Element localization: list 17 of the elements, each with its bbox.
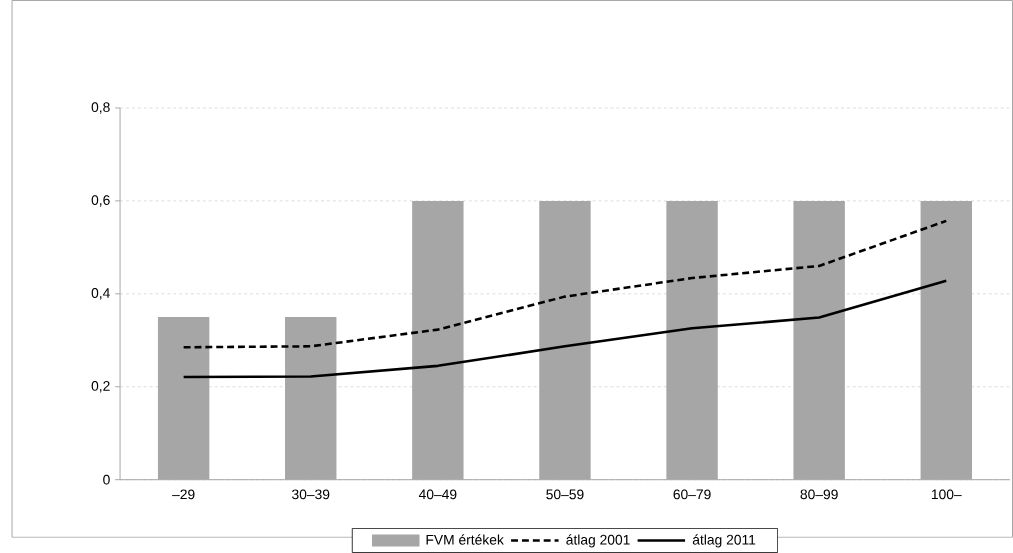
- legend-label: átlag 2001: [566, 534, 630, 548]
- y-tick-label: 0,6: [91, 195, 110, 207]
- x-tick-label: 50–59: [546, 489, 584, 500]
- x-tick-label: 40–49: [418, 489, 457, 500]
- y-tick-label: 0,2: [91, 381, 110, 393]
- line-series: [182, 219, 948, 349]
- x-tick-label: –29: [172, 489, 195, 500]
- x-tick-label: 30–39: [292, 489, 330, 500]
- y-tick-label: 0,8: [91, 102, 110, 114]
- y-tick-label: 0,4: [91, 288, 110, 300]
- line-series: [182, 279, 948, 379]
- legend-label: átlag 2011: [692, 534, 756, 548]
- x-tick-label: 60–79: [673, 489, 711, 500]
- x-tick-label: 80–99: [800, 489, 838, 500]
- legend-label: FVM értékek: [426, 534, 504, 545]
- x-tick-label: 100–: [931, 489, 962, 500]
- y-tick-label: 0: [103, 474, 110, 485]
